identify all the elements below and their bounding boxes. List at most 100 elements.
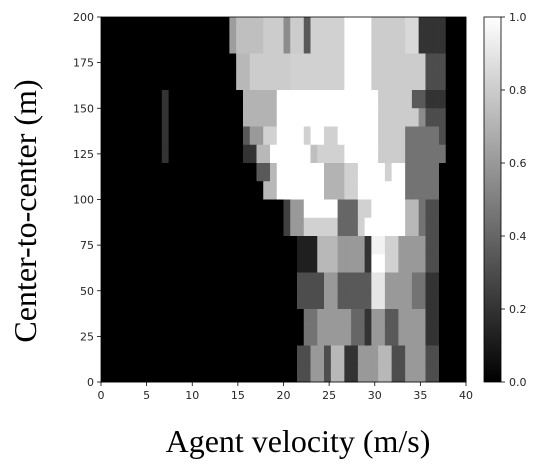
heatmap-cell bbox=[432, 345, 440, 365]
heatmap-cell bbox=[391, 272, 399, 292]
heatmap-cell bbox=[405, 345, 413, 365]
heatmap-cell bbox=[242, 217, 251, 237]
heatmap-cell bbox=[276, 345, 284, 365]
heatmap-cell bbox=[209, 163, 217, 182]
heatmap-cell bbox=[330, 272, 339, 292]
heatmap-cell bbox=[148, 126, 156, 146]
heatmap-cell bbox=[283, 53, 291, 73]
heatmap-cell bbox=[405, 108, 413, 127]
heatmap-cell bbox=[188, 327, 197, 346]
heatmap-cell bbox=[303, 236, 311, 255]
heatmap-cell bbox=[303, 199, 311, 219]
heatmap-cell bbox=[344, 217, 352, 237]
heatmap-cell bbox=[445, 144, 453, 164]
heatmap-cell bbox=[222, 254, 230, 273]
heatmap-cell bbox=[134, 217, 142, 237]
heatmap-cell bbox=[263, 90, 271, 109]
heatmap-cell bbox=[209, 254, 217, 273]
heatmap-cell bbox=[134, 35, 142, 54]
heatmap-cell bbox=[263, 126, 271, 146]
heatmap-cell bbox=[391, 236, 399, 255]
heatmap-cell bbox=[141, 17, 149, 36]
heatmap-cell bbox=[242, 53, 251, 73]
heatmap-cell bbox=[344, 254, 352, 273]
heatmap-cell bbox=[188, 181, 197, 200]
heatmap-cell bbox=[425, 53, 433, 73]
heatmap-cell bbox=[276, 327, 284, 346]
heatmap-cell bbox=[256, 309, 264, 328]
heatmap-cell bbox=[270, 290, 278, 310]
heatmap-cell bbox=[317, 217, 325, 237]
colorbar-tick-label: 0.8 bbox=[509, 84, 527, 97]
heatmap-cell bbox=[303, 17, 311, 36]
heatmap-cell bbox=[303, 181, 311, 200]
heatmap-cell bbox=[378, 254, 386, 273]
heatmap-cell bbox=[438, 108, 447, 127]
heatmap-cell bbox=[384, 126, 393, 146]
heatmap-cell bbox=[391, 53, 399, 73]
heatmap-cell bbox=[128, 90, 136, 109]
colorbar-tick-label: 0.2 bbox=[509, 303, 527, 316]
heatmap-cell bbox=[222, 236, 230, 255]
heatmap-cell bbox=[290, 163, 298, 182]
heatmap-cell bbox=[371, 126, 379, 146]
heatmap-cell bbox=[161, 363, 170, 383]
heatmap-cell bbox=[317, 363, 325, 383]
heatmap-cell bbox=[364, 108, 372, 127]
heatmap-cell bbox=[351, 217, 359, 237]
heatmap-cell bbox=[371, 181, 379, 200]
heatmap-cell bbox=[195, 181, 203, 200]
heatmap-cell bbox=[337, 199, 345, 219]
heatmap-cell bbox=[452, 309, 460, 328]
heatmap-cell bbox=[209, 309, 217, 328]
heatmap-cell bbox=[330, 363, 339, 383]
heatmap-cell bbox=[188, 236, 197, 255]
heatmap-cell bbox=[303, 144, 311, 164]
heatmap-cell bbox=[276, 17, 284, 36]
heatmap-cell bbox=[182, 71, 190, 91]
heatmap-cell bbox=[182, 108, 190, 127]
heatmap-cell bbox=[438, 290, 447, 310]
heatmap-cell bbox=[101, 345, 109, 365]
heatmap-cell bbox=[229, 126, 237, 146]
heatmap-cell bbox=[188, 199, 197, 219]
heatmap-cell bbox=[168, 327, 176, 346]
heatmap-cell bbox=[215, 126, 224, 146]
heatmap-cell bbox=[128, 290, 136, 310]
heatmap-cell bbox=[317, 71, 325, 91]
heatmap-cell bbox=[202, 35, 210, 54]
heatmap-cell bbox=[324, 90, 332, 109]
heatmap-cell bbox=[337, 327, 345, 346]
heatmap-cell bbox=[310, 90, 318, 109]
heatmap-cell bbox=[378, 272, 386, 292]
heatmap-cell bbox=[182, 327, 190, 346]
heatmap-cell bbox=[209, 71, 217, 91]
heatmap-cell bbox=[378, 327, 386, 346]
heatmap-cell bbox=[128, 272, 136, 292]
heatmap-cell bbox=[209, 126, 217, 146]
heatmap-cell bbox=[324, 144, 332, 164]
heatmap-cell bbox=[175, 35, 183, 54]
heatmap-cell bbox=[303, 309, 311, 328]
heatmap-cell bbox=[195, 236, 203, 255]
heatmap-cell bbox=[182, 363, 190, 383]
heatmap-cell bbox=[303, 108, 311, 127]
y-axis-title: Center-to-center (m) bbox=[7, 79, 43, 342]
heatmap-cell bbox=[229, 363, 237, 383]
heatmap-cell bbox=[155, 345, 163, 365]
heatmap-cell bbox=[229, 71, 237, 91]
heatmap-cell bbox=[391, 199, 399, 219]
heatmap-cell bbox=[168, 90, 176, 109]
heatmap-cell bbox=[283, 90, 291, 109]
heatmap-cell bbox=[209, 345, 217, 365]
heatmap-cell bbox=[195, 17, 203, 36]
heatmap-cell bbox=[459, 181, 467, 200]
heatmap-cell bbox=[371, 17, 379, 36]
heatmap-cell bbox=[432, 144, 440, 164]
heatmap-cell bbox=[459, 163, 467, 182]
heatmap-cell bbox=[249, 236, 257, 255]
heatmap-cell bbox=[148, 181, 156, 200]
heatmap-cell bbox=[270, 199, 278, 219]
heatmap-cell bbox=[121, 345, 129, 365]
heatmap-cell bbox=[107, 272, 115, 292]
